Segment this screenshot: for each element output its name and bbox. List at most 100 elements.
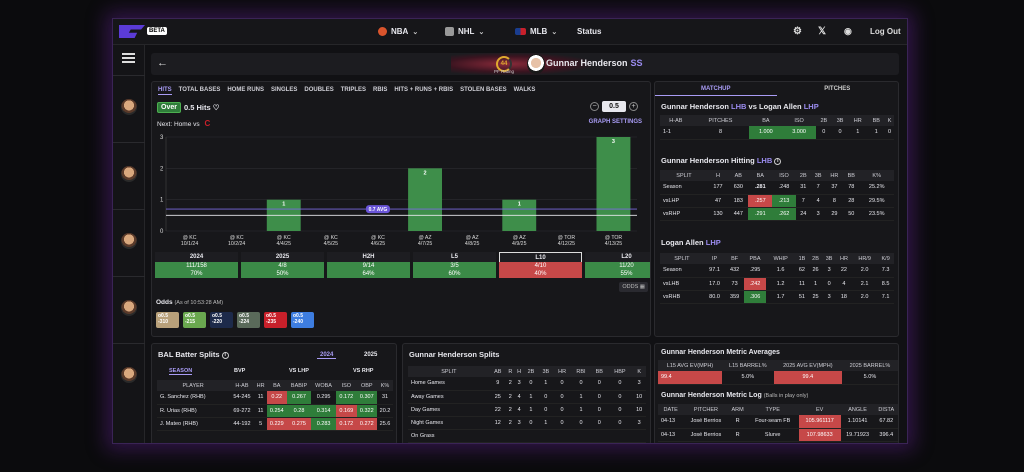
table-row[interactable]: 04-13 José Berrios R Slurve 107.98633 19.7192… (658, 428, 898, 442)
info-icon[interactable]: i (221, 351, 229, 359)
decrease-line-button[interactable]: − (590, 102, 599, 111)
table-row[interactable]: 99.4 5.0% 99.4 5.0% (658, 371, 898, 385)
split-summary-2024[interactable]: 2024 111/158 70% (155, 252, 238, 278)
tab-2024[interactable]: 2024 (317, 352, 337, 359)
column-header[interactable]: 3B (831, 115, 849, 126)
column-header[interactable]: PLAYER (157, 380, 230, 391)
sportsbook-odds-chip[interactable]: o0.5 -235 (264, 312, 287, 328)
column-header[interactable]: 2B (815, 115, 832, 126)
table-row[interactable]: Day Games 22 2 4 1 0 0 1 0 0 10 (408, 403, 646, 417)
column-header[interactable]: PBA (743, 253, 767, 264)
prop-line-text[interactable]: 0.5 Hits ♡ (184, 103, 220, 112)
column-header[interactable]: BA (266, 380, 287, 391)
tab-hits[interactable]: HITS (158, 87, 172, 95)
column-header[interactable]: K/9 (877, 253, 894, 264)
column-header[interactable]: DATE (658, 404, 684, 415)
column-header[interactable]: ANGLE (840, 404, 875, 415)
column-header[interactable]: RBI (570, 366, 592, 377)
column-header[interactable]: 2025 BARREL% (841, 360, 898, 371)
column-header[interactable]: BB (867, 115, 886, 126)
column-header[interactable]: 2B (808, 253, 823, 264)
table-row[interactable]: 04-13 José Berrios R Four-seam FB 105.961117… (658, 415, 898, 429)
column-header[interactable]: BA (749, 115, 783, 126)
sportsbook-odds-chip[interactable]: o0.5 -310 (156, 312, 179, 328)
column-header[interactable]: H (514, 366, 524, 377)
bvp-tab[interactable]: BVP (234, 368, 246, 374)
sportsbook-odds-chip[interactable]: o0.5 -224 (237, 312, 260, 328)
column-header[interactable]: HR (835, 253, 852, 264)
column-header[interactable]: DISTA (874, 404, 898, 415)
x-logo-icon[interactable]: 𝕏 (818, 26, 827, 37)
back-arrow-icon[interactable]: ← (157, 57, 168, 69)
table-row[interactable]: Season 177 630.281.248 31 7 37 78 25.2% (660, 181, 894, 195)
vs-lhp-tab[interactable]: VS LHP (289, 368, 309, 374)
column-header[interactable]: EV (798, 404, 841, 415)
sidebar-player-avatar[interactable] (121, 367, 137, 383)
sportsbook-odds-chip[interactable]: o0.5 -215 (183, 312, 206, 328)
column-header[interactable]: HR (848, 115, 868, 126)
column-header[interactable]: K (885, 115, 894, 126)
column-header[interactable]: BABIP (286, 380, 312, 391)
table-row[interactable]: J. Mateo (RHB) 44-192 5 0.229 0.275 0.283 0.17… (157, 417, 393, 431)
column-header[interactable]: HR/9 (851, 253, 878, 264)
info-icon[interactable]: i (774, 157, 782, 165)
column-header[interactable]: HR (254, 380, 267, 391)
column-header[interactable]: 3B (810, 170, 826, 181)
column-header[interactable]: H (707, 170, 729, 181)
season-tab[interactable]: SEASON (169, 368, 193, 375)
sportsbook-odds-chip[interactable]: o0.5 -220 (210, 312, 233, 328)
sidebar-player-avatar[interactable] (121, 99, 137, 115)
over-under-toggle[interactable]: Over (157, 102, 181, 113)
sidebar-player-avatar[interactable] (121, 233, 137, 249)
column-header[interactable]: 2B (795, 170, 811, 181)
vs-rhp-tab[interactable]: VS RHP (353, 368, 374, 374)
bar[interactable] (408, 168, 443, 231)
column-header[interactable]: ISO (336, 380, 357, 391)
column-header[interactable]: ARM (728, 404, 747, 415)
table-row[interactable]: On Grass (408, 429, 646, 443)
table-row[interactable]: G. Sanchez (RHB) 54-245 11 0.22 0.267 0.295 0.… (157, 391, 393, 405)
sportsbook-odds-chip[interactable]: o0.5 -240 (291, 312, 314, 328)
column-header[interactable]: TYPE (746, 404, 799, 415)
column-header[interactable]: 3B (538, 366, 554, 377)
tab-walks[interactable]: WALKS (513, 87, 536, 93)
tab-triples[interactable]: TRIPLES (340, 87, 367, 93)
column-header[interactable]: BF (725, 253, 744, 264)
column-header[interactable]: SPLIT (408, 366, 490, 377)
sidebar-player-avatar[interactable] (121, 300, 137, 316)
nav-mlb[interactable]: MLB ⌄ (515, 27, 557, 36)
gear-icon[interactable]: ⚙ (793, 26, 802, 37)
column-header[interactable]: 2025 AVG EV(MPH) (773, 360, 842, 371)
column-header[interactable]: HR (553, 366, 571, 377)
table-row[interactable]: vsLHP 47 183.257.213 7 4 8 28 29.5% (660, 194, 894, 208)
column-header[interactable]: BB (843, 170, 860, 181)
split-summary-l20[interactable]: L20 11/20 55% (585, 252, 650, 278)
table-row[interactable]: Night Games 12 2 3 0 1 0 0 0 0 3 (408, 416, 646, 430)
split-summary-2025[interactable]: 2025 4/8 50% (241, 252, 324, 278)
nav-nba[interactable]: NBA ⌄ (378, 27, 418, 36)
tab-home-runs[interactable]: HOME RUNS (227, 87, 265, 93)
column-header[interactable]: WHIP (766, 253, 796, 264)
column-header[interactable]: H-AB (660, 115, 692, 126)
table-row[interactable]: 1-1 8 1.000 3.000 0 0 1 1 0 (660, 126, 894, 140)
column-header[interactable]: K (632, 366, 646, 377)
tab-2025[interactable]: 2025 (364, 352, 378, 358)
column-header[interactable]: 3B (822, 253, 836, 264)
column-header[interactable]: L15 BARREL% (721, 360, 774, 371)
table-row[interactable]: vsRHP 130 447.291.262 24 3 29 50 23.5% (660, 207, 894, 221)
column-header[interactable]: SPLIT (660, 253, 704, 264)
column-header[interactable]: H-AB (229, 380, 255, 391)
column-header[interactable]: 1B (795, 253, 809, 264)
column-header[interactable]: R (505, 366, 515, 377)
split-summary-l5[interactable]: L5 3/5 60% (413, 252, 496, 278)
column-header[interactable]: HR (825, 170, 844, 181)
graph-settings-button[interactable]: GRAPH SETTINGS (588, 119, 642, 125)
column-header[interactable]: BA (748, 170, 773, 181)
column-header[interactable]: ISO (782, 115, 816, 126)
column-header[interactable]: SPLIT (660, 170, 708, 181)
bar[interactable] (596, 137, 631, 231)
table-row[interactable]: Away Games 25 2 4 1 0 0 1 0 0 10 (408, 390, 646, 404)
column-header[interactable]: BB (591, 366, 608, 377)
table-row[interactable]: vsRHB 80.0 359.306 1.7 51 25 3 18 2.0 7.1 (660, 290, 894, 304)
tab-pitches[interactable]: PITCHES (824, 86, 851, 92)
